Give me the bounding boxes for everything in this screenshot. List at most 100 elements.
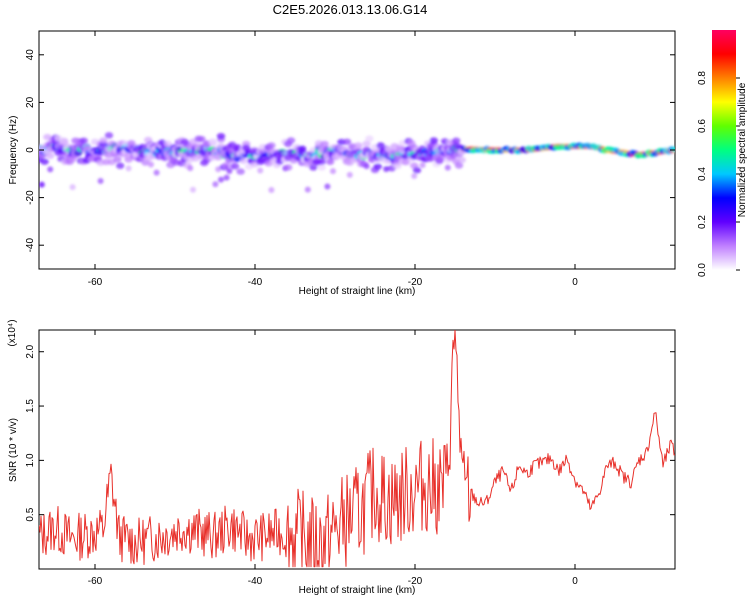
heatmap-cell: [226, 167, 233, 174]
heatmap-cell: [309, 164, 318, 171]
heatmap-cell: [190, 186, 196, 193]
heatmap-cell: [236, 168, 245, 175]
heatmap-cell: [197, 135, 206, 143]
y-tick-label: 0.5: [25, 507, 36, 521]
snr-x-ticks: -60 -40 -20 0: [88, 330, 578, 587]
heatmap-cell: [212, 181, 219, 188]
x-tick-label: -60: [88, 576, 103, 587]
heatmap-cell: [99, 137, 108, 144]
spectrogram-y-axis-label: Frequency (Hz): [8, 116, 19, 185]
heatmap-cell: [230, 162, 240, 170]
heatmap-cell: [257, 167, 264, 174]
heatmap-cell: [116, 162, 125, 169]
heatmap-cell: [267, 142, 276, 149]
heatmap-cell: [412, 167, 422, 174]
heatmap-cell: [268, 186, 275, 193]
heatmap-cell: [79, 137, 89, 144]
heatmap-cell: [216, 132, 226, 140]
heatmap-cell: [69, 184, 76, 191]
colorbar: 0.0 0.2 0.4 0.6 0.8 Normalized spectral ampl…: [697, 30, 748, 277]
heatmap-cell: [113, 156, 122, 163]
colorbar-tick-label: 0.8: [697, 71, 708, 85]
heatmap-cell: [383, 166, 390, 173]
heatmap-cell: [363, 163, 370, 170]
heatmap-cell: [125, 165, 132, 172]
heatmap-cell: [320, 140, 329, 148]
heatmap-cell: [39, 181, 45, 188]
heatmap-cell: [298, 145, 307, 152]
y-tick-label: 1.5: [25, 399, 36, 413]
heatmap-cell: [284, 164, 293, 171]
figure-title: C2E5.2026.013.13.06.G14: [273, 2, 428, 17]
heatmap-cell: [362, 140, 371, 147]
heatmap-cell: [304, 186, 311, 193]
heatmap-cell: [317, 158, 326, 166]
colorbar-label: Normalized spectral amplitude: [737, 82, 748, 217]
heatmap-cell: [342, 138, 352, 145]
spectrogram-x-ticks: -60 -40 -20 0: [88, 31, 578, 288]
snr-y-exponent: (x10⁴): [7, 319, 18, 346]
heatmap-cell: [187, 165, 194, 172]
heatmap-cell: [104, 132, 114, 139]
heatmap-cell: [286, 137, 296, 144]
heatmap-cell: [454, 162, 464, 169]
heatmap-cell: [444, 164, 451, 171]
snr-panel: -60 -40 -20 0 0.5 1.0 1.5 2.0 Height of straig…: [7, 319, 676, 596]
heatmap-cell: [373, 163, 382, 170]
heatmap-cell: [208, 138, 217, 145]
x-tick-label: -60: [88, 277, 103, 288]
y-tick-label: 2.0: [25, 344, 36, 358]
spectrogram-x-axis-label: Height of straight line (km): [299, 286, 416, 297]
spectrogram-panel: -60 -40 -20 0 -40 -20 0 20 40 Height of straigh…: [8, 30, 676, 297]
colorbar-gradient: [712, 30, 736, 270]
y-tick-label: 1.0: [25, 453, 36, 467]
heatmap-cell: [346, 171, 353, 178]
heatmap-cell: [452, 137, 461, 144]
spectrogram-y-ticks: -40 -20 0 20 40: [25, 49, 675, 253]
snr-series-line: [39, 330, 675, 568]
heatmap-cell: [239, 157, 248, 164]
heatmap-cell: [46, 152, 55, 160]
heatmap-cell: [47, 166, 54, 173]
heatmap-cell: [59, 137, 69, 145]
heatmap-cell: [393, 162, 402, 170]
colorbar-tick-label: 0.2: [697, 215, 708, 229]
snr-frame: [38, 329, 676, 570]
snr-y-axis-label: SNR (10 * v/v): [8, 418, 19, 482]
heatmap-cell: [457, 156, 466, 164]
heatmap-cell: [97, 177, 104, 184]
colorbar-tick-label: 0.4: [697, 167, 708, 181]
snr-x-axis-label: Height of straight line (km): [299, 585, 416, 596]
heatmap-cell: [429, 137, 438, 144]
heatmap-cell: [330, 168, 336, 175]
heatmap-cell: [163, 140, 172, 147]
colorbar-tick-label: 0.0: [697, 263, 708, 277]
y-tick-label: 0: [25, 147, 36, 153]
heatmap-cell: [223, 174, 230, 181]
heatmap-cell: [317, 164, 326, 171]
heatmap-cell: [327, 158, 334, 165]
heatmap-cell: [365, 135, 374, 142]
y-tick-label: 20: [25, 96, 36, 108]
heatmap-cell: [401, 158, 410, 166]
spectrogram-heatmap: [39, 132, 675, 193]
x-tick-label: -40: [248, 277, 263, 288]
heatmap-cell: [670, 146, 675, 153]
heatmap-cell: [411, 172, 418, 179]
heatmap-cell: [419, 162, 426, 169]
heatmap-cell: [218, 176, 224, 183]
heatmap-cell: [40, 158, 49, 165]
heatmap-cell: [354, 142, 363, 149]
y-tick-label: -20: [25, 190, 36, 205]
heatmap-cell: [324, 183, 331, 190]
x-tick-label: -20: [408, 277, 423, 288]
heatmap-cell: [148, 161, 154, 168]
y-tick-label: -40: [25, 238, 36, 253]
colorbar-tick-label: 0.6: [697, 119, 708, 133]
snr-y-ticks: 0.5 1.0 1.5 2.0: [25, 344, 675, 522]
x-tick-label: -40: [248, 576, 263, 587]
x-tick-label: 0: [572, 277, 578, 288]
x-tick-label: -20: [408, 576, 423, 587]
heatmap-cell: [153, 169, 160, 176]
